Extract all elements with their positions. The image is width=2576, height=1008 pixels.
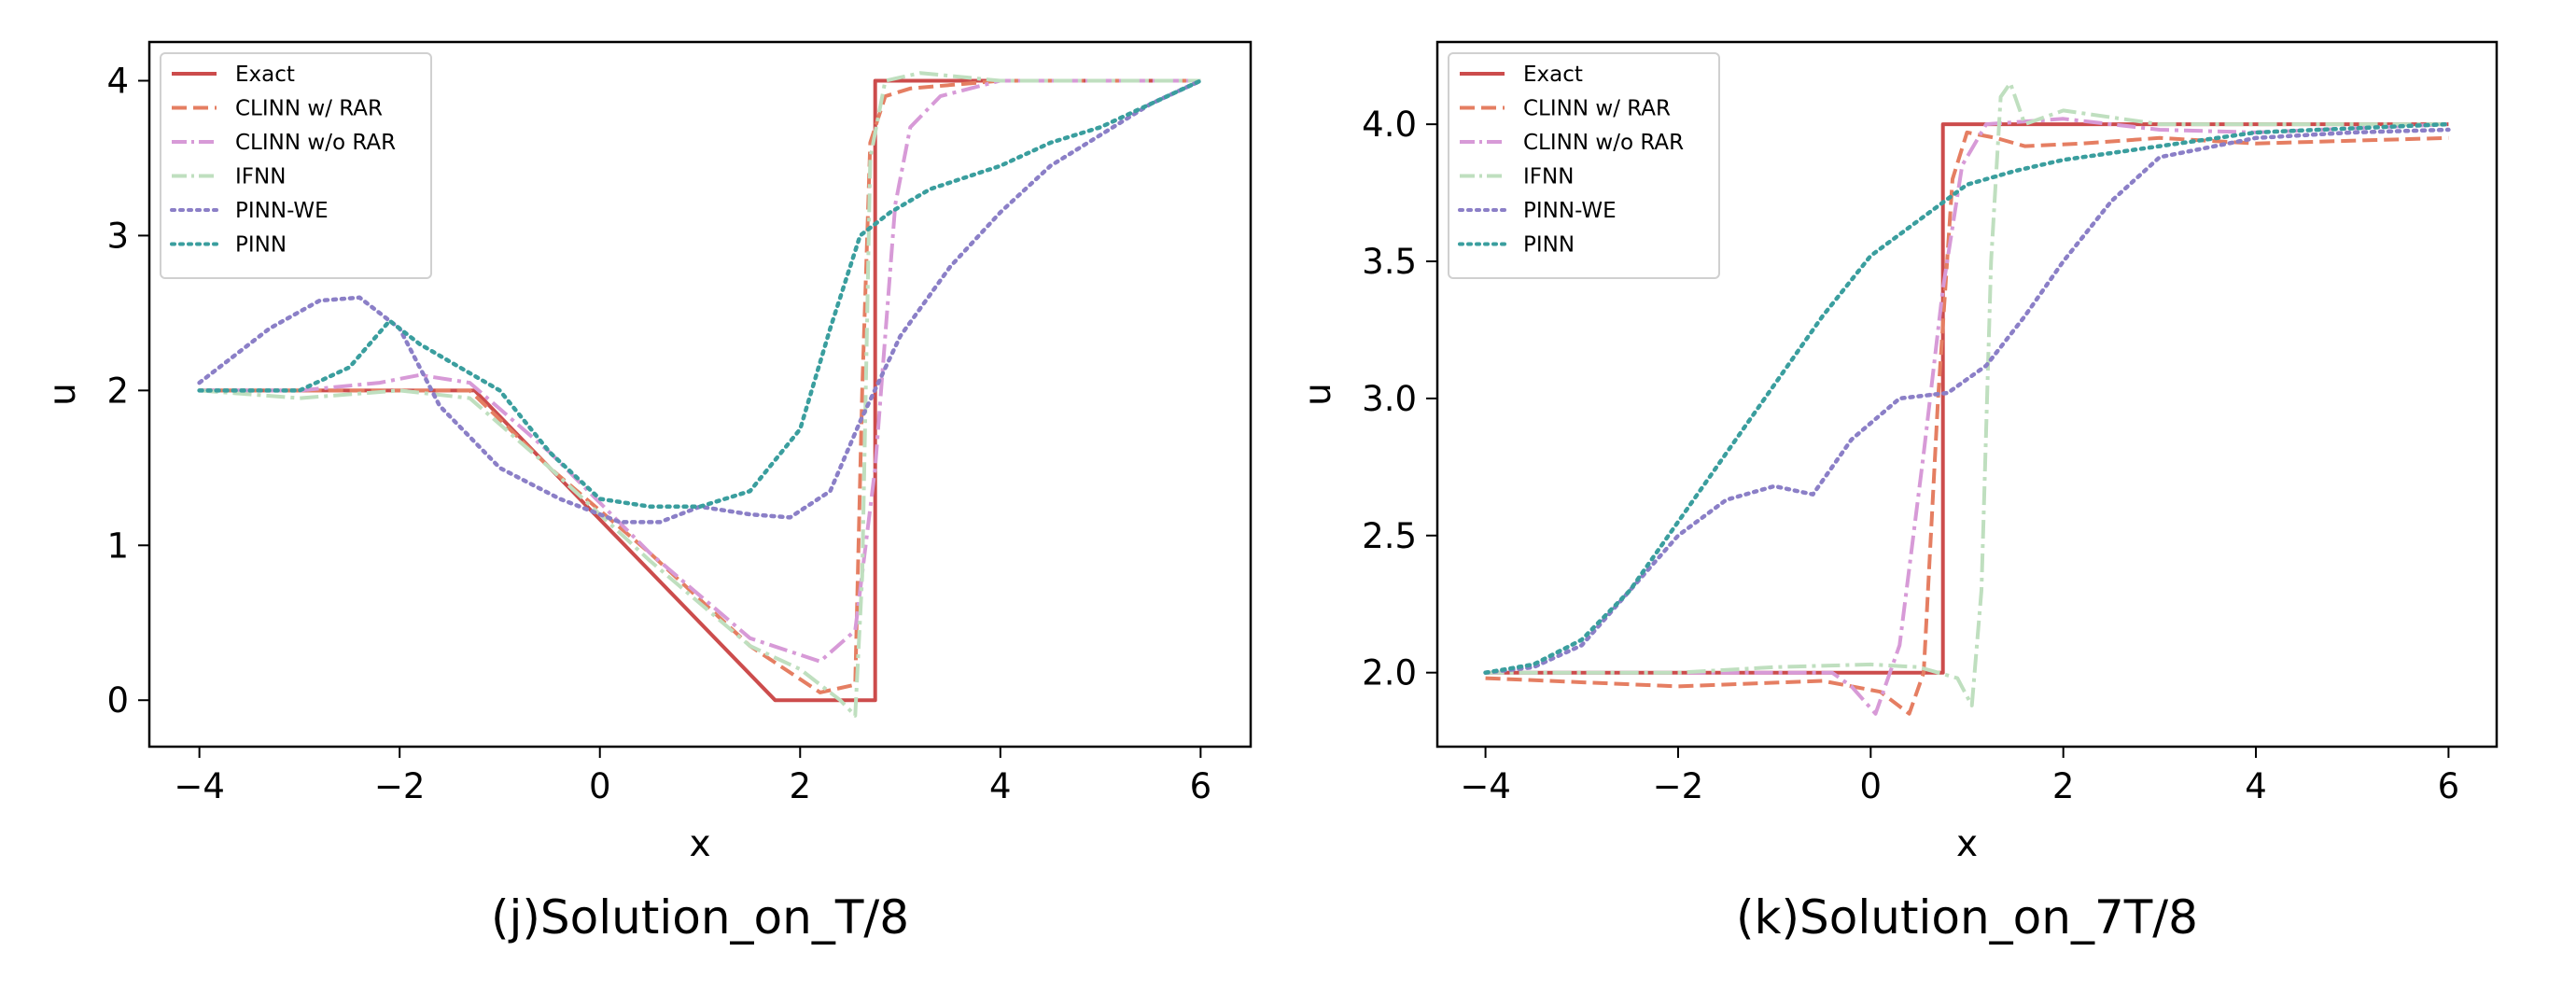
y-tick-label: 1 [106, 525, 129, 566]
legend-label: IFNN [235, 165, 286, 189]
y-axis-label: u [1297, 383, 1339, 406]
y-tick-label: 4.0 [1362, 105, 1417, 145]
y-tick-label: 2 [106, 371, 129, 411]
x-tick-label: −2 [374, 766, 426, 806]
x-tick-label: −4 [174, 766, 225, 806]
series-line-clinn-w-rar [1485, 130, 2449, 716]
figure-caption: (k)Solution_on_7T/8 [1736, 890, 2198, 945]
legend: Exact CLINN w/ RAR CLINN w/o RAR IFNN PINN-W… [1448, 52, 1720, 279]
x-axis-label: x [1956, 823, 1978, 865]
y-tick-label: 4 [106, 61, 129, 101]
x-axis-label: x [689, 823, 710, 865]
legend-label: IFNN [1523, 165, 1574, 189]
legend-box [1448, 52, 1720, 279]
y-tick-label: 2.5 [1362, 516, 1417, 556]
y-tick-label: 2.0 [1362, 653, 1417, 693]
legend-box [160, 52, 432, 279]
x-tick-label: 0 [589, 766, 611, 806]
series-line-ifnn [1485, 81, 2449, 707]
series-line-pinn [1483, 121, 2451, 675]
x-tick-label: 2 [789, 766, 811, 806]
chart-panel-k: −4 −2 0 2 4 6 2.0 2.5 3.0 3.5 4.0 x u (k)Solution_on_… [1297, 40, 2499, 945]
y-tick-label: 3.5 [1362, 242, 1417, 282]
y-axis-label: u [42, 383, 84, 406]
legend-label: CLINN w/o RAR [235, 131, 396, 155]
legend-label: CLINN w/o RAR [1523, 131, 1684, 155]
axes-frame [1435, 40, 2499, 749]
legend-label: Exact [235, 63, 295, 87]
legend-label: PINN-WE [1523, 199, 1617, 223]
chart-panel-j: −4 −2 0 2 4 6 0 1 2 3 4 x u (j)Solution_on_T/8 Exact CL… [42, 40, 1253, 945]
legend-label: CLINN w/ RAR [235, 97, 383, 121]
axes-frame [147, 40, 1253, 749]
y-tick-label: 0 [106, 680, 129, 721]
series-line-clinn-w-o-rar [199, 78, 1201, 664]
x-tick-label: 4 [989, 766, 1012, 806]
series-line-clinn-w-o-rar [1485, 117, 2449, 716]
legend-label: PINN-WE [235, 199, 329, 223]
x-tick-label: 2 [2052, 766, 2075, 806]
x-tick-label: 0 [1860, 766, 1883, 806]
series-line-pinn [197, 78, 1203, 510]
x-tick-label: 4 [2245, 766, 2267, 806]
series-line-clinn-w-rar [199, 78, 1201, 694]
legend-label: Exact [1523, 63, 1583, 87]
figure-caption: (j)Solution_on_T/8 [491, 890, 909, 945]
legend: Exact CLINN w/ RAR CLINN w/o RAR IFNN PINN-W… [160, 52, 432, 279]
series-group [197, 71, 1203, 718]
legend-label: PINN [235, 233, 287, 258]
x-tick-label: 6 [1190, 766, 1212, 806]
series-group [1483, 81, 2451, 716]
x-tick-label: 6 [2438, 766, 2460, 806]
legend-label: CLINN w/ RAR [1523, 97, 1671, 121]
y-tick-label: 3.0 [1362, 379, 1417, 419]
series-line-pinn-we [197, 78, 1203, 525]
legend-label: PINN [1523, 233, 1575, 258]
x-tick-label: −2 [1653, 766, 1704, 806]
y-tick-label: 3 [106, 216, 129, 256]
x-tick-label: −4 [1460, 766, 1511, 806]
